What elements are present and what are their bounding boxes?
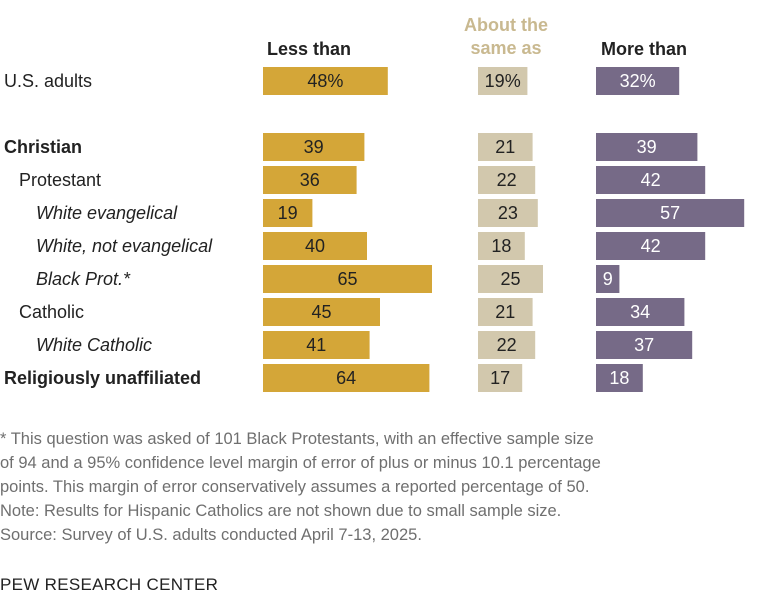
row-label: White, not evangelical [36, 236, 213, 256]
bar-label-less: 19 [278, 203, 298, 223]
bar-less [263, 199, 313, 227]
bar-same [478, 199, 538, 227]
footnote-line: points. This margin of error conservativ… [0, 478, 590, 496]
bar-more [596, 232, 706, 260]
column-header-about-the-same-line-2: same as [470, 38, 542, 58]
bar-label-same: 21 [495, 137, 515, 157]
bar-less [263, 166, 357, 194]
bar-label-same: 22 [497, 335, 517, 355]
row-label: White Catholic [36, 335, 153, 355]
bar-label-same: 21 [495, 302, 515, 322]
bar-more [596, 298, 685, 326]
bar-less [263, 67, 388, 95]
row-label: Black Prot.* [36, 269, 131, 289]
bar-more [596, 67, 680, 95]
bar-label-same: 19% [485, 71, 521, 91]
bar-label-more: 42 [641, 236, 661, 256]
footnote-line: of 94 and a 95% confidence level margin … [0, 454, 601, 472]
bar-more [596, 199, 745, 227]
bar-label-more: 42 [641, 170, 661, 190]
bar-more [596, 331, 693, 359]
bar-same [478, 265, 543, 293]
bar-label-same: 25 [500, 269, 520, 289]
bar-same [478, 364, 523, 392]
bar-label-more: 57 [660, 203, 680, 223]
row-label: Catholic [19, 302, 85, 322]
footnote-line: * This question was asked of 101 Black P… [0, 430, 594, 448]
bar-more [596, 133, 698, 161]
bar-chart-svg: 48% 19% 32% 39 21 39 36 22 42 19 23 57 40 18 42 65 25 9 45… [263, 67, 745, 392]
column-header-about-the-same: About the same as [446, 14, 566, 60]
row-label: Religiously unaffiliated [4, 368, 202, 388]
bar-less [263, 298, 380, 326]
bar-label-less: 41 [306, 335, 326, 355]
bar-label-less: 48% [307, 71, 343, 91]
bar-more [596, 265, 620, 293]
bar-less [263, 232, 367, 260]
bar-less [263, 265, 432, 293]
bar-same [478, 166, 536, 194]
bar-less [263, 331, 370, 359]
bar-label-more: 18 [609, 368, 629, 388]
bar-label-less: 65 [337, 269, 357, 289]
bar-label-less: 36 [300, 170, 320, 190]
bar-label-more: 32% [620, 71, 656, 91]
bar-label-less: 39 [304, 137, 324, 157]
source-organization: PEW RESEARCH CENTER [0, 575, 219, 594]
bar-same [478, 67, 528, 95]
row-label: White evangelical [36, 203, 178, 223]
bar-label-less: 64 [336, 368, 356, 388]
bar-same [478, 331, 536, 359]
bar-label-less: 45 [311, 302, 331, 322]
bar-label-more: 39 [637, 137, 657, 157]
bar-label-less: 40 [305, 236, 325, 256]
column-header-more-than-text: More than [600, 39, 687, 59]
row-label: Protestant [19, 170, 102, 190]
bar-same [478, 133, 533, 161]
note-line: Note: Results for Hispanic Catholics are… [0, 502, 562, 520]
bar-label-same: 18 [491, 236, 511, 256]
bar-more [596, 166, 706, 194]
bar-label-same: 22 [497, 170, 517, 190]
bar-label-same: 17 [490, 368, 510, 388]
column-header-about-the-same-line-1: About the [464, 15, 548, 35]
row-label: U.S. adults [4, 71, 93, 91]
row-label: Christian [4, 137, 83, 157]
column-header-less-than-text: Less than [266, 39, 352, 59]
source-line: Source: Survey of U.S. adults conducted … [0, 526, 422, 544]
bar-label-more: 37 [634, 335, 654, 355]
bar-label-same: 23 [498, 203, 518, 223]
footnote: * This question was asked of 101 Black P… [0, 427, 765, 547]
bar-same [478, 232, 525, 260]
bar-less [263, 364, 430, 392]
bar-same [478, 298, 533, 326]
bar-less [263, 133, 365, 161]
column-header-more-than: More than [580, 38, 708, 61]
bar-label-more: 34 [630, 302, 650, 322]
bar-label-more: 9 [603, 269, 613, 289]
bar-more [596, 364, 643, 392]
column-header-less-than: Less than [245, 38, 373, 61]
